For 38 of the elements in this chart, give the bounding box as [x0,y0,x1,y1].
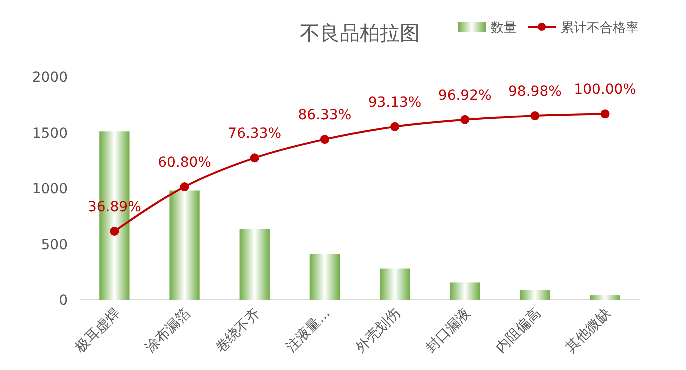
data-label: 98.98% [508,84,562,100]
bar [170,190,200,300]
y-tick-label: 500 [41,237,68,254]
x-tick-label: 卷绕不齐 [212,306,264,356]
data-label: 96.92% [438,88,492,104]
x-tick-label: 涂布漏箔 [142,306,194,356]
x-tick-label: 其他微缺 [563,306,614,356]
x-tick-label: 极耳虚焊 [72,306,124,358]
y-tick-label: 0 [59,293,68,309]
point [250,154,260,163]
point [390,122,400,132]
point [460,115,470,124]
data-label: 60.80% [158,155,212,172]
y-tick-label: 1500 [32,126,68,142]
x-tick-label: 内阻偏高 [493,306,544,356]
data-label: 86.33% [298,108,352,124]
x-tick-label: 外壳划伤 [352,306,404,356]
chart-title: 不良品柏拉图 [300,21,420,45]
data-label: 100.00% [574,82,636,98]
y-tick-label: 2000 [32,70,68,86]
bar [450,282,480,300]
bar [380,268,410,300]
legend-label: 累计不合格率 [561,20,639,36]
y-tick-label: 1000 [32,182,68,198]
point [530,112,540,121]
point [180,182,190,192]
x-tick-label: 封口漏液 [423,306,474,356]
point [320,135,330,144]
data-label: 76.33% [228,126,282,142]
bar [590,296,620,300]
point [600,110,610,119]
x-tick-label: 注液量... [283,306,334,356]
bar [240,229,270,300]
data-label: 93.13% [368,94,422,111]
legend-label: 数量 [491,21,517,36]
bar [520,290,550,300]
bar [310,254,340,300]
point [110,226,120,236]
